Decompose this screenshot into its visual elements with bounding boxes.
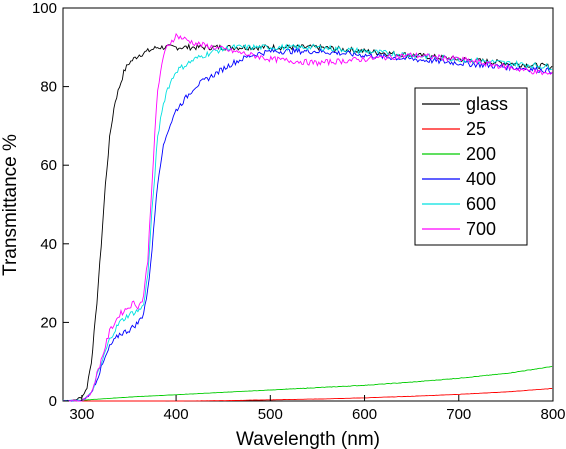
y-tick-label: 20 bbox=[40, 314, 57, 331]
x-tick-label: 400 bbox=[164, 406, 189, 423]
x-tick-label: 500 bbox=[258, 406, 283, 423]
y-tick-label: 60 bbox=[40, 157, 57, 174]
legend-label: 600 bbox=[466, 194, 496, 214]
x-tick-label: 600 bbox=[352, 406, 377, 423]
legend: glass 25 200 400 600 700 bbox=[414, 87, 528, 246]
series-line-25 bbox=[63, 387, 553, 402]
series-line-600 bbox=[62, 43, 553, 402]
y-axis-title: Transmittance % bbox=[0, 134, 21, 276]
x-tick-label: 800 bbox=[540, 406, 565, 423]
y-tick-label: 0 bbox=[49, 393, 57, 410]
legend-label: 700 bbox=[466, 219, 496, 239]
y-tick-label: 100 bbox=[32, 0, 57, 17]
x-tick-label: 300 bbox=[69, 406, 94, 423]
legend-box bbox=[414, 87, 528, 246]
series-layer bbox=[62, 32, 553, 402]
legend-label: 400 bbox=[466, 169, 496, 189]
x-axis-ticks: 300 400 500 600 700 800 bbox=[69, 395, 566, 423]
legend-label: glass bbox=[466, 94, 508, 114]
plot-frame bbox=[62, 7, 554, 402]
series-line-700 bbox=[62, 32, 553, 402]
y-tick-label: 40 bbox=[40, 236, 57, 253]
y-axis-ticks: 0 20 40 60 80 100 bbox=[32, 0, 69, 410]
legend-label: 200 bbox=[466, 144, 496, 164]
x-tick-label: 700 bbox=[446, 406, 471, 423]
y-tick-label: 80 bbox=[40, 79, 57, 96]
legend-label: 25 bbox=[466, 119, 486, 139]
x-axis-title: Wavelength (nm) bbox=[236, 429, 380, 449]
series-line-200 bbox=[62, 365, 553, 402]
